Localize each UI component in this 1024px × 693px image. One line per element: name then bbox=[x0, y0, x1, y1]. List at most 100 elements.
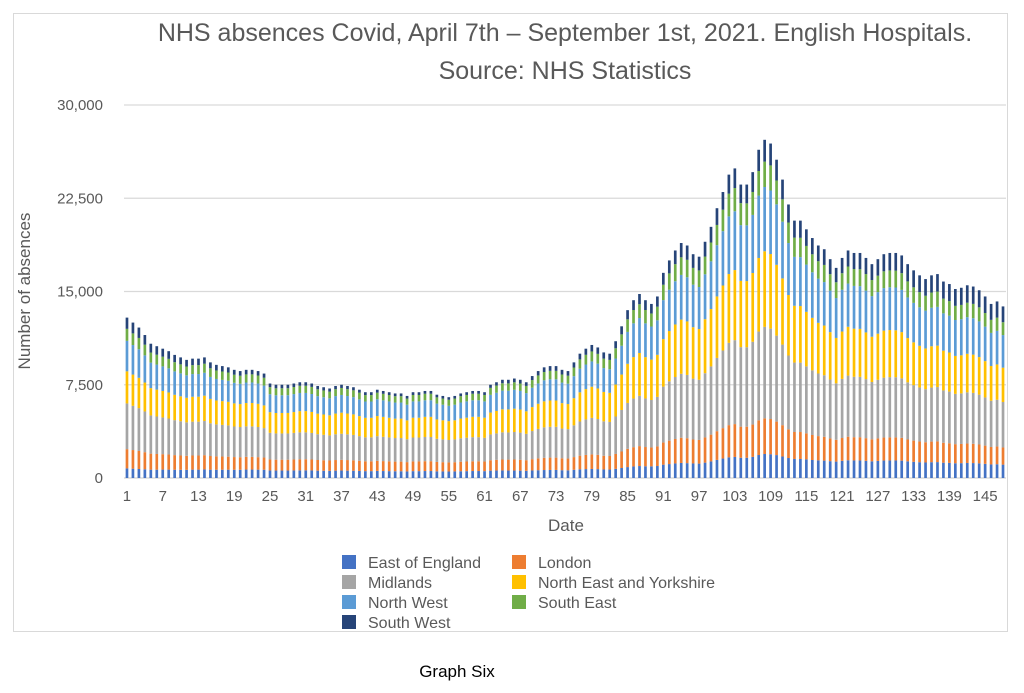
bar-segment-south-east bbox=[125, 328, 129, 341]
bar-segment-london bbox=[757, 420, 761, 456]
bar-segment-south-west bbox=[232, 369, 236, 375]
bar-segment-south-west bbox=[292, 383, 296, 388]
bar-segment-north-west bbox=[375, 399, 379, 417]
bar-segment-north-east-and-yorkshire bbox=[888, 330, 892, 378]
bar-segment-midlands bbox=[244, 426, 248, 457]
legend-swatch bbox=[342, 575, 356, 589]
bar-segment-north-east-and-yorkshire bbox=[578, 392, 582, 422]
bar-segment-north-west bbox=[423, 400, 427, 417]
bar-segment-north-west bbox=[822, 282, 826, 326]
bar-segment-north-west bbox=[906, 297, 910, 339]
bar-segment-north-east-and-yorkshire bbox=[745, 281, 749, 348]
bar-segment-south-west bbox=[805, 229, 808, 246]
bar-segment-south-west bbox=[900, 255, 904, 274]
bar-segment-east-of-england bbox=[530, 470, 534, 478]
y-tick-label: 30,000 bbox=[57, 97, 103, 114]
bar-segment-south-east bbox=[274, 388, 278, 396]
bar-segment-london bbox=[793, 431, 796, 459]
bar-segment-north-west bbox=[924, 310, 927, 349]
bar-segment-south-east bbox=[936, 291, 939, 307]
bar-segment-midlands bbox=[489, 434, 492, 461]
bar-segment-south-west bbox=[906, 264, 910, 282]
bar-segment-north-west bbox=[965, 317, 969, 354]
bar-segment-north-east-and-yorkshire bbox=[399, 418, 403, 439]
bar-segment-east-of-england bbox=[608, 469, 612, 478]
bar-segment-north-west bbox=[477, 400, 480, 417]
bar-segment-south-west bbox=[149, 343, 153, 353]
bar-segment-east-of-england bbox=[852, 460, 856, 478]
gridlines bbox=[124, 104, 1006, 479]
bar-segment-south-east bbox=[131, 333, 135, 346]
bar-segment-east-of-england bbox=[733, 456, 737, 478]
bar-segment-north-east-and-yorkshire bbox=[685, 321, 689, 375]
bar-segment-south-east bbox=[977, 307, 981, 322]
bar-segment-east-of-england bbox=[989, 464, 993, 478]
bar-segment-south-west bbox=[566, 371, 570, 376]
x-tick-label: 7 bbox=[159, 488, 167, 505]
bar-segment-london bbox=[507, 459, 510, 471]
x-tick-label: 85 bbox=[619, 488, 636, 505]
bar-segment-north-east-and-yorkshire bbox=[268, 412, 272, 433]
bar-segment-east-of-england bbox=[638, 466, 641, 478]
bar-segment-north-west bbox=[703, 274, 707, 320]
bar-segment-north-west bbox=[453, 404, 457, 421]
chart-title: NHS absences Covid, April 7th – Septembe… bbox=[157, 19, 973, 85]
bar-segment-north-east-and-yorkshire bbox=[560, 403, 564, 429]
bar-segment-east-of-england bbox=[238, 469, 242, 478]
bar-segment-midlands bbox=[870, 381, 874, 440]
bar-segment-east-of-england bbox=[590, 468, 594, 478]
bar-segment-south-west bbox=[501, 379, 504, 384]
bar-segment-south-west bbox=[220, 366, 224, 372]
bar-segment-midlands bbox=[661, 386, 665, 443]
bar-segment-east-of-england bbox=[954, 463, 957, 478]
bar-segment-north-west bbox=[912, 302, 915, 343]
bar-segment-north-east-and-yorkshire bbox=[644, 357, 647, 399]
bar-segment-london bbox=[459, 461, 463, 472]
bar-segment-east-of-england bbox=[429, 471, 433, 478]
bar-segment-midlands bbox=[679, 373, 683, 438]
bar-segment-east-of-england bbox=[340, 470, 343, 478]
x-tick-label: 43 bbox=[369, 488, 386, 505]
bar-segment-south-east bbox=[948, 301, 951, 316]
bar-segment-east-of-england bbox=[667, 464, 671, 478]
bar-segment-north-west bbox=[131, 345, 135, 375]
bar-segment-south-west bbox=[304, 382, 308, 386]
bar-segment-south-east bbox=[209, 368, 212, 377]
bar-segment-south-east bbox=[316, 389, 320, 397]
bar-segment-london bbox=[614, 453, 617, 469]
bar-segment-east-of-england bbox=[423, 471, 427, 478]
bar-segment-east-of-england bbox=[685, 463, 689, 478]
bar-segment-london bbox=[608, 456, 612, 470]
bar-segment-midlands bbox=[441, 439, 445, 463]
bar-segment-north-east-and-yorkshire bbox=[203, 395, 206, 422]
bar-segment-london bbox=[948, 443, 951, 463]
bar-segment-east-of-england bbox=[489, 470, 492, 478]
bar-segment-midlands bbox=[852, 376, 856, 438]
x-tick-label: 37 bbox=[333, 488, 350, 505]
bar-segment-midlands bbox=[131, 405, 135, 451]
bar-segment-east-of-england bbox=[775, 455, 778, 478]
bar-segment-north-west bbox=[280, 395, 284, 413]
bar-segment-south-west bbox=[173, 354, 176, 363]
bar-segment-east-of-england bbox=[828, 461, 832, 478]
bar-segment-south-west bbox=[417, 392, 421, 395]
bar-segment-south-east bbox=[334, 389, 337, 397]
bar-segment-midlands bbox=[346, 434, 349, 461]
y-axis-ticks: 0 7,500 15,000 22,500 30,000 bbox=[57, 97, 103, 487]
bar-segment-north-west bbox=[828, 290, 832, 333]
bar-segment-south-east bbox=[739, 203, 743, 226]
bar-segment-south-east bbox=[602, 358, 606, 369]
bar-segment-north-east-and-yorkshire bbox=[954, 355, 957, 394]
bar-segment-london bbox=[256, 457, 260, 470]
bar-segment-north-east-and-yorkshire bbox=[417, 417, 421, 438]
bar-segment-midlands bbox=[340, 433, 343, 460]
bar-segment-north-west bbox=[548, 379, 552, 401]
bar-segment-south-west bbox=[769, 143, 772, 166]
bar-segment-north-west bbox=[954, 320, 957, 356]
legend-item: East of England bbox=[342, 554, 481, 574]
bar-segment-east-of-england bbox=[280, 470, 284, 478]
bar-segment-south-west bbox=[346, 385, 349, 390]
bar-segment-south-west bbox=[137, 327, 141, 338]
bar-segment-east-of-england bbox=[787, 458, 790, 478]
bar-segment-east-of-england bbox=[322, 470, 325, 478]
